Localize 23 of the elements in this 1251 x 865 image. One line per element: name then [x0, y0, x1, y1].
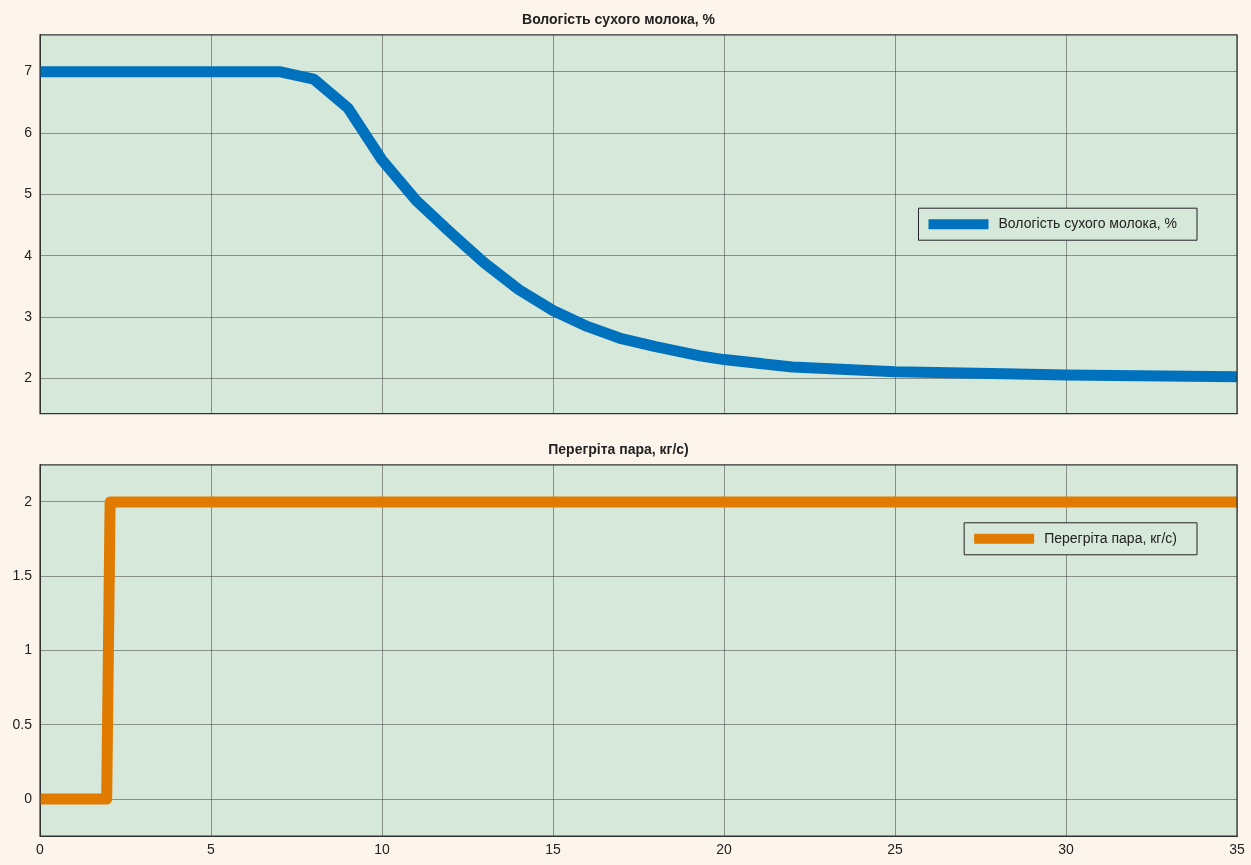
y-tick-label: 7: [24, 62, 33, 79]
x-tick-label: 35: [1229, 841, 1245, 858]
y-tick-label: 2: [24, 369, 33, 386]
x-tick-label: 30: [1058, 841, 1074, 858]
y-tick-label: 1: [24, 641, 33, 658]
x-tick-label: 15: [545, 841, 561, 858]
y-tick-label: 5: [24, 185, 33, 202]
x-tick-label: 25: [887, 841, 903, 858]
chart-title: Перегріта пара, кг/с): [548, 441, 689, 458]
legend-label: Перегріта пара, кг/с): [1044, 529, 1177, 546]
x-tick-label: 5: [207, 841, 216, 858]
y-tick-label: 0: [24, 789, 33, 806]
x-tick-label: 10: [374, 841, 390, 858]
y-tick-label: 3: [24, 308, 33, 325]
y-tick-label: 4: [24, 246, 33, 263]
y-tick-label: 1.5: [12, 567, 33, 584]
chart-title: Вологість сухого молока, %: [522, 11, 716, 28]
y-tick-label: 6: [24, 123, 33, 140]
x-tick-label: 0: [36, 841, 45, 858]
y-tick-label: 2: [24, 492, 33, 509]
y-tick-label: 0.5: [12, 715, 33, 732]
x-tick-label: 20: [716, 841, 732, 858]
legend-label: Вологість сухого молока, %: [998, 215, 1178, 232]
